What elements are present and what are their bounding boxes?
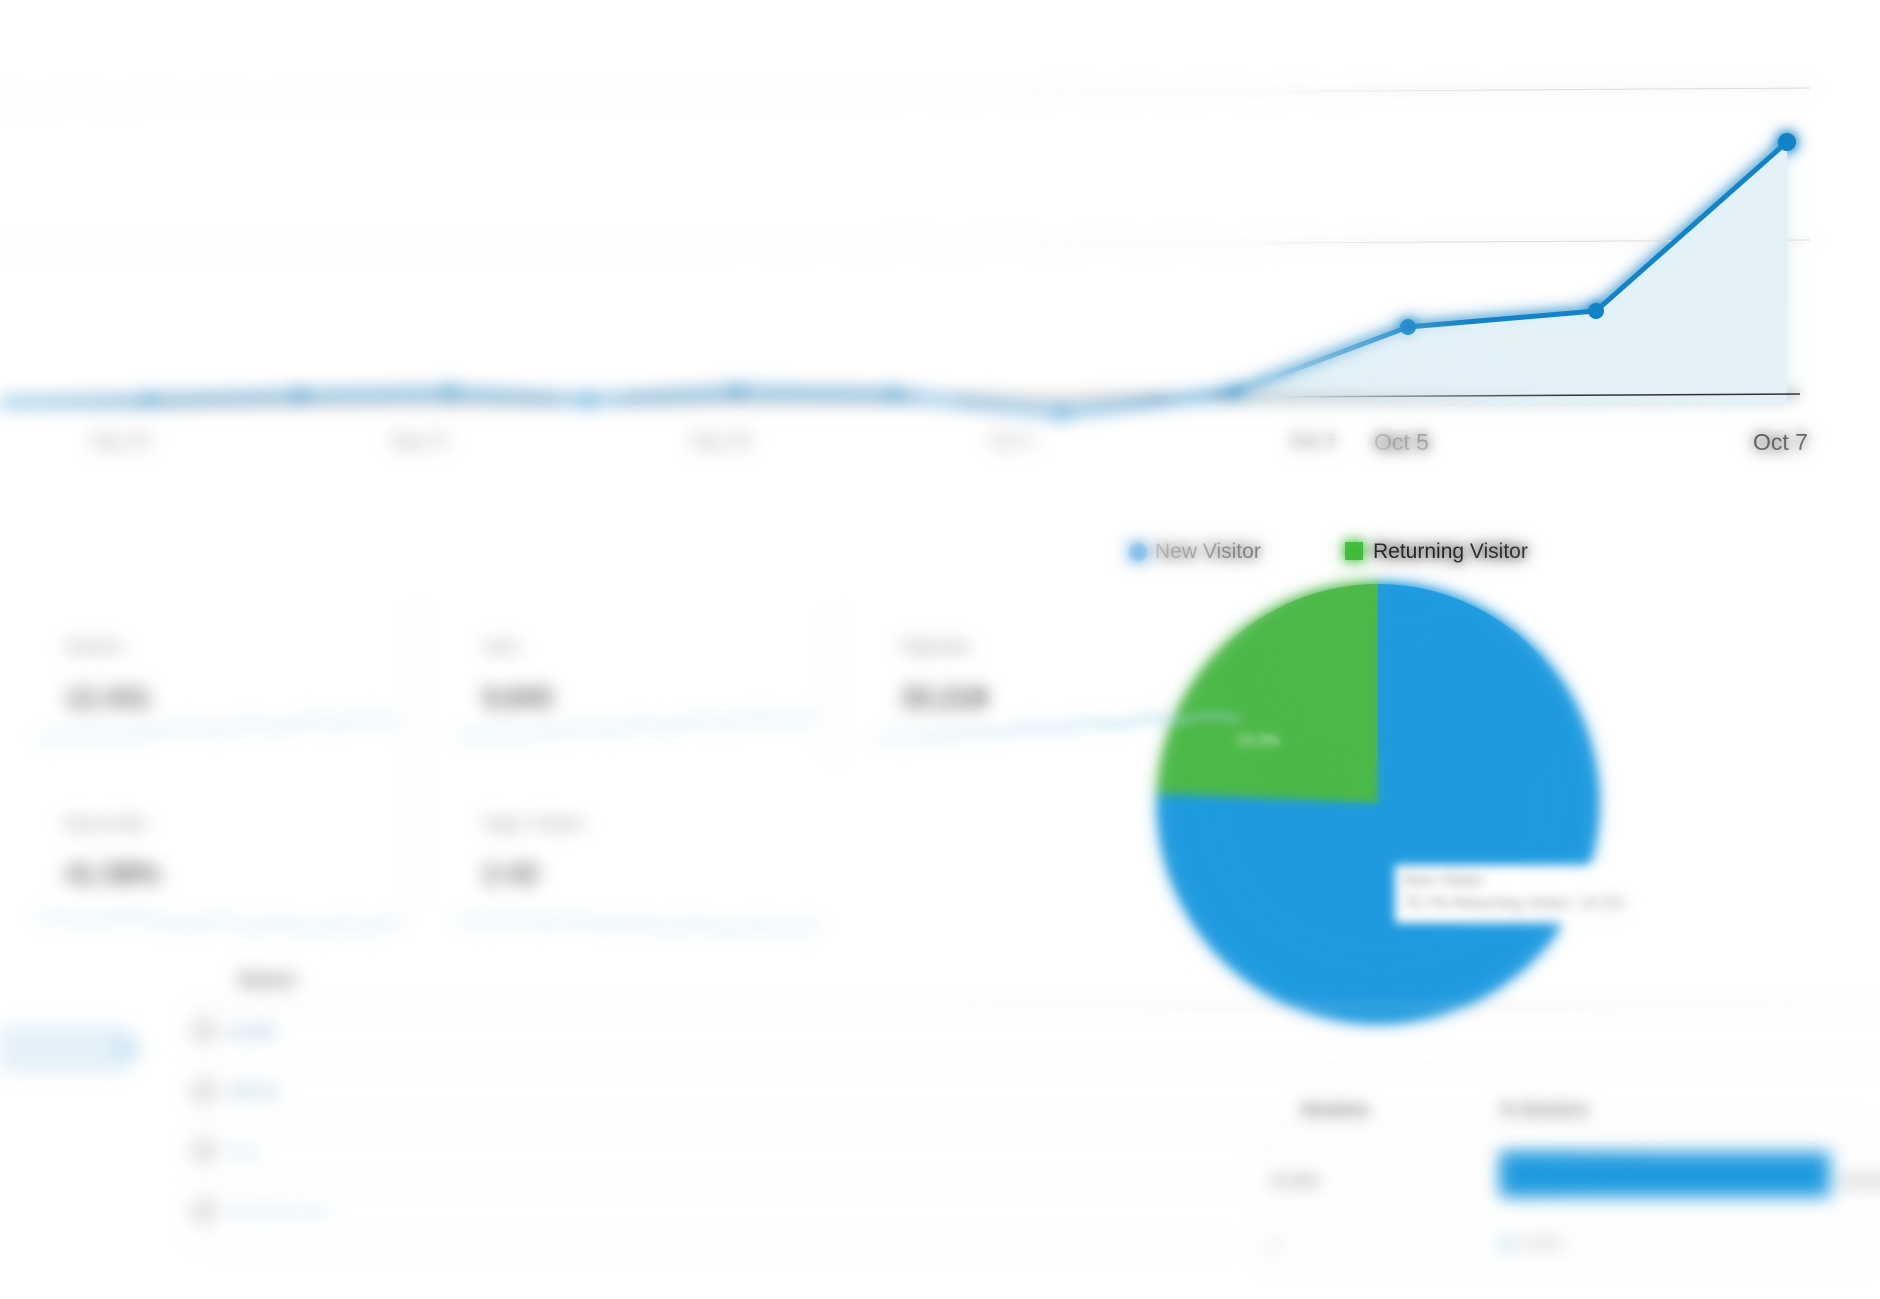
svg-text:New Visitor: New Visitor [1403, 872, 1484, 889]
svg-text:75.7% Returning Visitor: 24.3: 75.7% Returning Visitor: 24.3% [1403, 895, 1625, 912]
